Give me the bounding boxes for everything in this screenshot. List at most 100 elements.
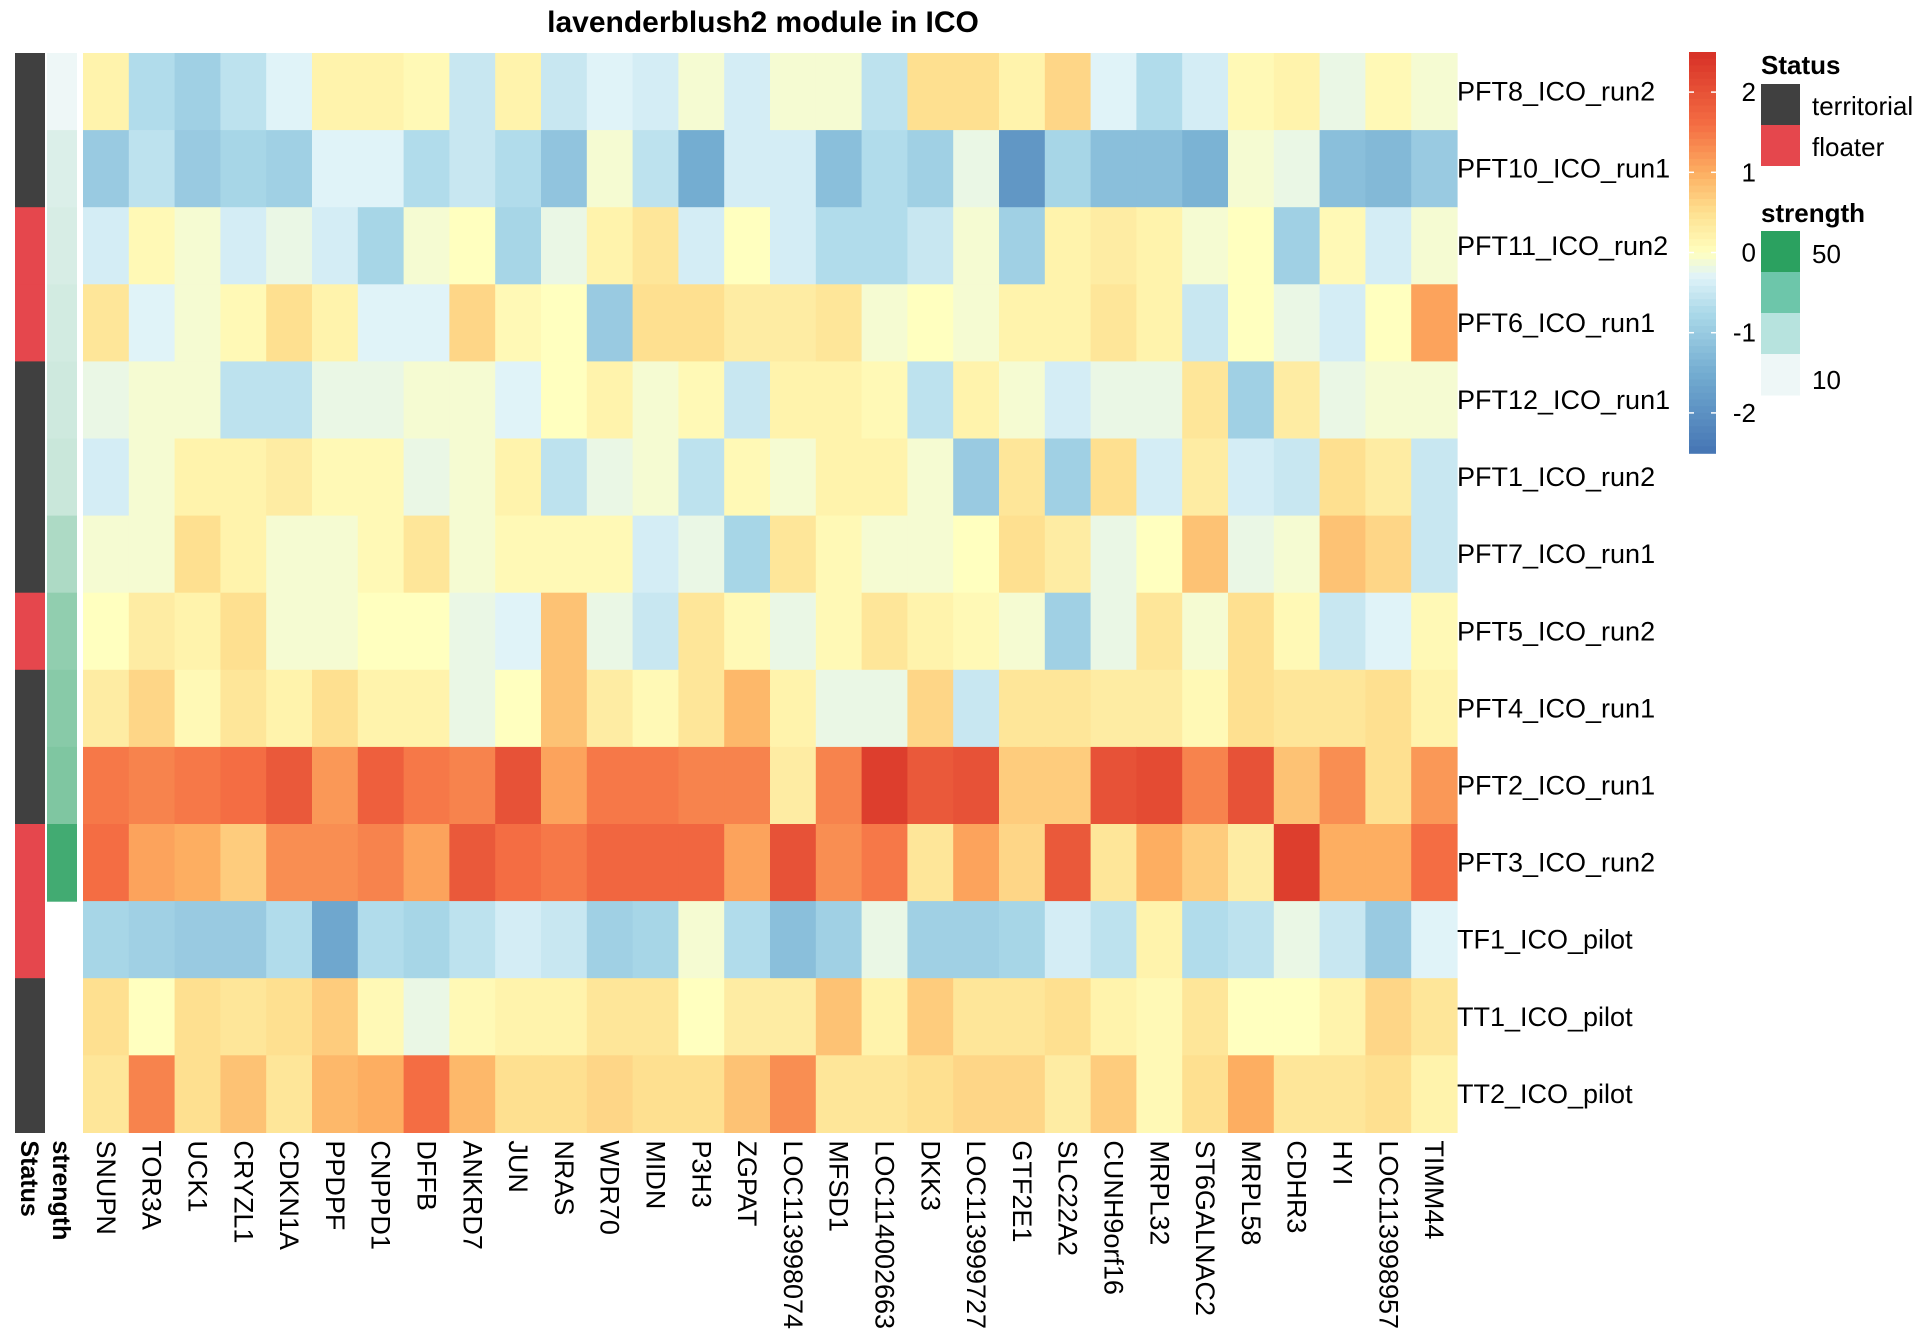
heatmap-cell bbox=[312, 592, 359, 671]
column-label: HYI bbox=[1328, 1140, 1358, 1185]
heatmap-cell bbox=[83, 746, 130, 825]
heatmap-cell bbox=[449, 978, 496, 1056]
heatmap-cell bbox=[403, 515, 450, 594]
heatmap-cell bbox=[678, 824, 725, 902]
strength-cell bbox=[47, 53, 77, 131]
heatmap-cell bbox=[174, 592, 221, 671]
heatmap-cell bbox=[861, 130, 908, 208]
colorbar-segment bbox=[1689, 352, 1716, 361]
heatmap-cell bbox=[861, 901, 908, 979]
colorbar-segment bbox=[1689, 392, 1716, 401]
heatmap-cell bbox=[1136, 592, 1183, 671]
heatmap-cell bbox=[1182, 207, 1229, 285]
row-label: PFT10_ICO_run1 bbox=[1457, 154, 1670, 184]
heatmap-cell bbox=[1136, 746, 1183, 825]
colorbar-segment bbox=[1689, 379, 1716, 387]
heatmap-cell bbox=[1136, 284, 1183, 362]
heatmap-cell bbox=[907, 1055, 954, 1133]
heatmap-cell bbox=[724, 438, 771, 517]
heatmap-cell bbox=[128, 824, 176, 902]
heatmap-cell bbox=[815, 284, 863, 362]
heatmap-cell bbox=[403, 669, 450, 748]
column-label: CUNH9orf16 bbox=[1099, 1140, 1129, 1295]
heatmap-cell bbox=[1182, 669, 1229, 748]
heatmap-cell bbox=[1044, 361, 1092, 440]
status-cell bbox=[15, 592, 45, 671]
heatmap-cell bbox=[632, 130, 679, 208]
heatmap-cell bbox=[861, 207, 908, 285]
heatmap-cell bbox=[1411, 978, 1458, 1056]
heatmap-cell bbox=[1319, 53, 1366, 131]
heatmap-cell bbox=[1411, 824, 1458, 902]
heatmap-cell bbox=[1228, 592, 1275, 671]
heatmap-cells bbox=[83, 53, 1458, 1133]
heatmap-cell bbox=[632, 824, 679, 902]
heatmap-cell bbox=[999, 592, 1046, 671]
heatmap-cell bbox=[220, 669, 267, 748]
colorbar-segment bbox=[1689, 305, 1716, 314]
heatmap-cell bbox=[1090, 438, 1137, 517]
heatmap-cell bbox=[1319, 901, 1366, 979]
heatmap-cell bbox=[861, 53, 908, 131]
heatmap-cell bbox=[999, 669, 1046, 748]
colorbar-segment bbox=[1689, 105, 1716, 113]
heatmap-cell bbox=[999, 901, 1046, 979]
heatmap-cell bbox=[999, 207, 1046, 285]
heatmap-cell bbox=[1136, 824, 1183, 902]
heatmap-cell bbox=[1411, 130, 1458, 208]
heatmap-cell bbox=[1319, 746, 1366, 825]
colorbar-segment bbox=[1689, 426, 1716, 434]
heatmap-cell bbox=[1228, 438, 1275, 517]
heatmap-cell bbox=[770, 361, 817, 440]
heatmap-cell bbox=[815, 361, 863, 440]
colorbar-segment bbox=[1689, 346, 1716, 354]
heatmap-cell bbox=[1411, 1055, 1458, 1133]
colorbar-segment bbox=[1689, 85, 1716, 93]
column-label: SNUPN bbox=[91, 1140, 121, 1235]
strength-legend: strength 50 10 bbox=[1761, 198, 1865, 396]
heatmap-cell bbox=[678, 901, 725, 979]
status-cell bbox=[15, 438, 45, 517]
heatmap-cell bbox=[220, 1055, 267, 1133]
heatmap-cell bbox=[1090, 53, 1137, 131]
heatmap-cell bbox=[907, 978, 954, 1056]
strength-cell bbox=[47, 438, 77, 517]
color-scale-legend: 2 1 0 -1 -2 bbox=[1689, 52, 1756, 454]
heatmap-cell bbox=[907, 53, 954, 131]
heatmap-cell bbox=[815, 824, 863, 902]
colorbar-segment bbox=[1689, 279, 1716, 287]
heatmap-cell bbox=[357, 361, 405, 440]
heatmap-cell bbox=[678, 669, 725, 748]
colorbar-segment bbox=[1689, 199, 1716, 207]
heatmap-cell bbox=[907, 901, 954, 979]
heatmap-cell bbox=[357, 130, 405, 208]
heatmap-cell bbox=[1228, 746, 1275, 825]
heatmap-cell bbox=[1365, 824, 1412, 902]
heatmap-cell bbox=[586, 978, 634, 1056]
status-annotation-bar bbox=[15, 53, 45, 1133]
heatmap-cell bbox=[1136, 515, 1183, 594]
heatmap-cell bbox=[999, 515, 1046, 594]
heatmap-cell bbox=[403, 978, 450, 1056]
heatmap-cell bbox=[312, 207, 359, 285]
heatmap-cell bbox=[724, 824, 771, 902]
status-legend-label: floater bbox=[1812, 132, 1885, 162]
heatmap-cell bbox=[1365, 978, 1412, 1056]
heatmap-cell bbox=[266, 515, 313, 594]
heatmap-cell bbox=[999, 824, 1046, 902]
heatmap-cell bbox=[1044, 824, 1092, 902]
heatmap-cell bbox=[312, 1055, 359, 1133]
heatmap-cell bbox=[953, 515, 1000, 594]
colorbar-segment bbox=[1689, 292, 1716, 301]
heatmap-cell bbox=[1090, 746, 1137, 825]
colorbar-segment bbox=[1689, 432, 1716, 441]
heatmap-cell bbox=[1228, 978, 1275, 1056]
heatmap-cell bbox=[1411, 207, 1458, 285]
heatmap-cell bbox=[220, 978, 267, 1056]
heatmap-cell bbox=[907, 669, 954, 748]
heatmap-cell bbox=[1319, 438, 1366, 517]
heatmap-cell bbox=[1090, 901, 1137, 979]
heatmap-cell bbox=[174, 978, 221, 1056]
status-cell bbox=[15, 53, 45, 131]
heatmap-cell bbox=[953, 824, 1000, 902]
